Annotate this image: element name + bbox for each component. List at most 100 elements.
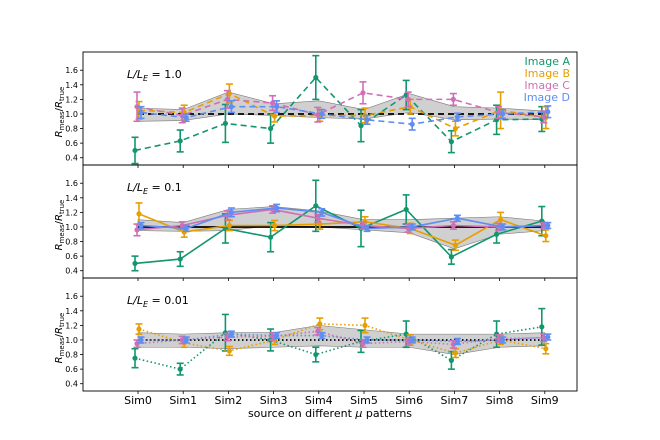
panel-1-image-c-point-4: [315, 215, 321, 221]
panel-0-image-d-point-4: [319, 111, 325, 117]
panel-2-image-d-point-0: [138, 337, 144, 343]
panel-0-image-d-point-9: [545, 109, 551, 115]
x-tick-label-sim3: Sim3: [260, 394, 288, 407]
panel-2-ytick-label-1: 0.6: [65, 365, 78, 374]
panel-1-image-d-point-1: [183, 225, 189, 232]
x-axis-label: source on different μ patterns: [248, 407, 412, 420]
panel-2-image-d-point-5: [364, 337, 370, 343]
panel-0-image-a-point-0: [132, 147, 138, 154]
panel-1-image-d-point-9: [545, 222, 551, 229]
panel-2-series-image-a: [134, 326, 542, 370]
panel-0-image-a-point-3: [268, 125, 274, 132]
plot-layer: 0.4 0.6 0.8 1.0 1.2 1.4 1.6 0.4 0.6 0.8 1.0 1.2 1.4 1…: [65, 54, 559, 407]
panel-2-label: L/LE = 0.01: [127, 294, 189, 309]
panel-1-label: L/LE = 0.1: [127, 181, 182, 196]
panel-2-image-b-point-5: [362, 322, 368, 328]
panel-2-image-b-point-9: [543, 346, 549, 352]
panel-1-ytick-label-3: 1.0: [65, 223, 78, 232]
panel-0-image-d-point-1: [183, 115, 189, 121]
panel-1-ytick-label-2: 0.8: [65, 238, 78, 247]
panel-0-series-image-c: [136, 91, 544, 118]
panel-1-series-image-c: [136, 208, 544, 231]
panel-0-image-a-point-4: [313, 74, 319, 81]
panel-0-image-a-point-1: [177, 138, 183, 144]
x-tick-label-sim8: Sim8: [486, 394, 514, 407]
panel-0-ylabel: Rmeas/Rtrue: [54, 87, 66, 138]
panel-0-series-image-b: [138, 92, 546, 130]
panel-0-series-image-d: [140, 105, 548, 125]
panel-1-image-d-point-7: [454, 215, 460, 221]
panel-0-image-a-point-7: [448, 139, 454, 145]
panel-2-image-d-point-6: [409, 337, 415, 343]
x-tick-label-sim1: Sim1: [169, 394, 197, 407]
panel-0-image-d-point-3: [274, 104, 280, 110]
panel-2-image-d-point-8: [500, 337, 506, 343]
panel-1-ytick-label-1: 0.6: [65, 252, 78, 261]
panel-0-image-b-point-3: [272, 113, 278, 119]
panel-0-ytick-label-3: 1.0: [65, 110, 78, 119]
panel-0-image-d-point-2: [228, 104, 234, 110]
panel-0-image-c-point-3: [270, 100, 276, 106]
panel-2-ytick-label-4: 1.2: [65, 321, 78, 330]
panel-2-image-a-point-4: [313, 351, 319, 358]
panel-1-image-a-point-7: [448, 254, 454, 260]
panel-2-image-b-point-4: [317, 321, 323, 327]
panel-2-image-d-point-7: [454, 338, 460, 345]
panel-0-ytick-label-5: 1.4: [65, 81, 78, 90]
panel-2-image-d-point-2: [228, 331, 234, 337]
panel-2-image-a-point-9: [539, 324, 545, 330]
legend-entry-image-a: Image A: [525, 55, 571, 68]
panel-0-ytick-label-2: 0.8: [65, 125, 78, 134]
panel-1-image-d-point-3: [274, 205, 280, 211]
panel-2-frame: [82, 277, 578, 392]
panel-0-image-d-point-7: [454, 114, 460, 120]
panel-2-ytick-label-2: 0.8: [65, 351, 78, 360]
panel-2-series-image-c: [136, 330, 544, 346]
panel-1-image-d-point-4: [319, 209, 325, 215]
panel-1-image-a-point-1: [177, 256, 183, 262]
panel-1-image-a-point-2: [222, 225, 228, 232]
x-tick-label-sim7: Sim7: [441, 394, 469, 407]
panel-0-label: L/LE = 1.0: [127, 68, 182, 83]
panel-1-image-b-point-7: [452, 242, 458, 248]
panel-1-image-a-point-4: [313, 203, 319, 209]
panel-2-ytick-label-0: 0.4: [65, 380, 78, 389]
panel-2-image-d-point-1: [183, 337, 189, 343]
panel-1-image-d-point-0: [138, 222, 144, 229]
panel-1-image-c-point-7: [450, 222, 456, 229]
panel-0-image-c-point-5: [360, 90, 366, 96]
panel-0-ytick-label-1: 0.6: [65, 139, 78, 148]
panel-2-image-b-point-0: [136, 326, 142, 332]
panel-1-image-c-point-1: [179, 222, 185, 229]
panel-1-image-a-point-8: [494, 231, 500, 237]
panel-0-ytick-label-0: 0.4: [65, 154, 78, 163]
panel-1-ytick-label-4: 1.2: [65, 208, 78, 217]
panel-1-image-b-point-9: [543, 233, 549, 239]
panel-0-image-c-point-7: [450, 96, 456, 102]
panel-2-ytick-label-5: 1.4: [65, 307, 78, 316]
panel-0-series-image-a: [134, 76, 542, 152]
panel-1-series-image-d: [140, 207, 548, 230]
panel-2-image-c-point-2: [224, 334, 230, 340]
panel-2-image-a-point-7: [448, 357, 454, 363]
panel-2-ytick-label-6: 1.6: [65, 292, 78, 301]
panel-1-ylabel: Rmeas/Rtrue: [54, 200, 66, 251]
panel-1-image-d-point-2: [228, 209, 234, 215]
panel-2-image-d-point-3: [274, 332, 280, 339]
panel-0-image-d-point-6: [409, 121, 415, 127]
panel-2-image-d-point-4: [319, 332, 325, 339]
x-tick-label-sim9: Sim9: [531, 394, 559, 407]
panel-0-image-d-point-8: [500, 111, 506, 117]
panel-2-image-a-point-0: [132, 355, 138, 361]
panel-2-ylabel: Rmeas/Rtrue: [54, 313, 66, 364]
panel-1-image-b-point-3: [272, 222, 278, 229]
panel-0-image-d-point-5: [364, 117, 370, 123]
panel-1-image-d-point-6: [409, 224, 415, 230]
panel-0-image-c-point-6: [405, 96, 411, 102]
legend-entry-image-b: Image B: [525, 67, 571, 80]
panel-1-series-image-a: [134, 204, 543, 265]
panel-0-image-c-point-0: [134, 104, 140, 110]
panel-2-image-b-point-2: [226, 348, 232, 354]
panel-1-image-b-point-2: [226, 222, 232, 229]
